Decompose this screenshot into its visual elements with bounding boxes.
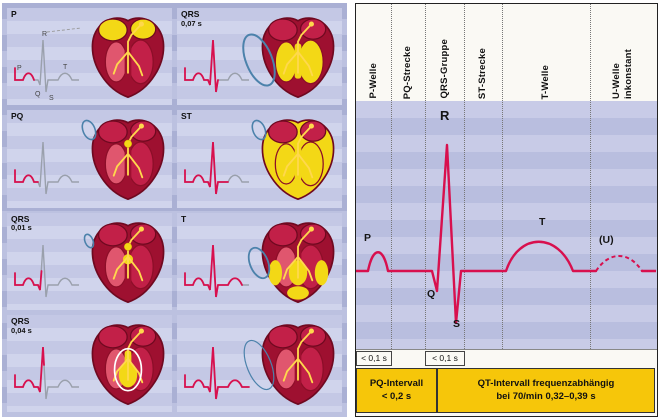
heart-illustration — [91, 17, 165, 99]
wave-label-q: Q — [427, 288, 436, 300]
wave-label-u: (U) — [599, 234, 614, 246]
column-header-label: PQ-Strecke — [402, 45, 414, 99]
panel-phase-label: PQ — [11, 111, 24, 122]
column-separator — [502, 4, 503, 349]
wave-label-r: R — [440, 108, 450, 123]
svg-text:R: R — [42, 31, 47, 38]
column-header-t-welle: T-Welle — [502, 7, 590, 99]
mini-ecg — [14, 142, 79, 195]
phase-name: P — [11, 9, 17, 19]
qt-interval-value: bei 70/min 0,32–0,39 s — [496, 391, 596, 402]
svg-text:T: T — [63, 64, 68, 71]
svg-text:Q: Q — [35, 91, 41, 98]
ecg-interval-diagram: P-Welle PQ-Strecke QRS-Gruppe ST-Strecke… — [355, 3, 658, 417]
column-header-label: P-Welle — [367, 63, 379, 99]
wave-label-t: T — [539, 216, 546, 228]
heart-illustration — [261, 17, 335, 99]
ecg-phase-panel-qrs-007: QRS 0,07 s — [177, 8, 342, 106]
phase-name: QRS — [181, 9, 200, 19]
pq-interval-value: < 0,2 s — [381, 391, 412, 402]
panel-phase-label: ST — [181, 111, 192, 122]
mini-ecg: R P Q S T — [14, 27, 81, 102]
wave-label-p: P — [364, 232, 372, 244]
phase-name: PQ — [11, 111, 24, 122]
pq-interval-title: PQ-Intervall — [369, 378, 424, 390]
mini-ecg — [184, 39, 249, 93]
column-header-pq-strecke: PQ-Strecke — [391, 7, 425, 99]
heart-illustration — [91, 324, 165, 405]
phase-duration: 0,07 s — [181, 18, 202, 28]
panel-phase-label: QRS 0,07 s — [181, 9, 202, 28]
panel-phase-label: QRS 0,04 s — [11, 315, 32, 335]
phase-duration: 0,01 s — [11, 223, 32, 233]
pq-interval-box: PQ-Intervall < 0,2 s — [356, 368, 437, 413]
p-duration-box: < 0,1 s — [356, 351, 392, 366]
wave-label-s: S — [453, 318, 461, 330]
column-header-st-strecke: ST-Strecke — [464, 7, 502, 99]
heart-illustration — [91, 221, 165, 303]
ecg-curve — [356, 143, 656, 325]
qt-interval-title-word: frequenzabhängig — [532, 378, 615, 390]
phase-name: ST — [181, 111, 192, 122]
ecg-phase-panel-st: ST — [177, 110, 342, 208]
ecg-phase-panel-p: P R P Q S T — [7, 8, 172, 106]
ecg-phase-panel-pq: PQ — [7, 110, 172, 208]
mini-ecg — [184, 346, 250, 399]
ecg-phase-panel-final — [177, 314, 342, 412]
vector-loop — [251, 119, 267, 141]
panel-phase-label: QRS 0,01 s — [11, 213, 32, 233]
column-header-label: ST-Strecke — [477, 47, 489, 99]
qt-interval-title: QT-Intervall frequenzabhängig — [478, 378, 615, 390]
qt-interval-title-word: QT-Intervall — [477, 378, 530, 390]
heart-illustration — [261, 324, 335, 405]
svg-text:P: P — [17, 65, 22, 72]
heart-illustration — [261, 119, 335, 201]
vector-loop — [247, 246, 271, 279]
qrs-duration-box: < 0,1 s — [425, 351, 465, 366]
column-header-label: T-Welle — [540, 64, 552, 99]
vector-loop — [81, 119, 97, 141]
column-separator — [391, 4, 392, 349]
mini-ecg — [184, 142, 249, 195]
ecg-phase-panel-t: T — [177, 212, 342, 310]
mini-ecg — [184, 244, 249, 297]
phase-name: QRS — [11, 213, 30, 224]
column-header-qrs-gruppe: QRS-Gruppe — [425, 7, 464, 99]
mini-ecg — [14, 244, 79, 297]
column-header-label: QRS-Gruppe — [438, 39, 450, 99]
panel-phase-label: P — [11, 9, 17, 20]
heart-illustration — [261, 221, 335, 303]
vector-loop — [243, 339, 275, 390]
ecg-strip-background — [356, 101, 657, 350]
heart-illustration — [91, 119, 165, 201]
svg-text:S: S — [49, 95, 54, 102]
phase-duration: 0,04 s — [11, 325, 32, 335]
column-separator — [590, 4, 591, 349]
ecg-phase-panel-qrs-001: QRS 0,01 s — [7, 212, 172, 310]
panel-phase-label: T — [181, 213, 187, 225]
column-header-label: U-Welle inkonstant — [611, 48, 634, 99]
column-separator — [464, 4, 465, 349]
column-header-u-welle: U-Welle inkonstant — [590, 7, 656, 99]
vector-loop — [83, 233, 95, 248]
column-header-p-welle: P-Welle — [356, 7, 391, 99]
qt-interval-box: QT-Intervall frequenzabhängig bei 70/min… — [437, 368, 655, 413]
vector-loop — [242, 33, 276, 87]
phase-name: T — [181, 213, 187, 224]
mini-ecg — [14, 346, 79, 399]
column-separator — [425, 4, 426, 349]
ecg-phase-panel-qrs-004: QRS 0,04 s — [7, 314, 172, 412]
phase-name: QRS — [11, 315, 30, 326]
